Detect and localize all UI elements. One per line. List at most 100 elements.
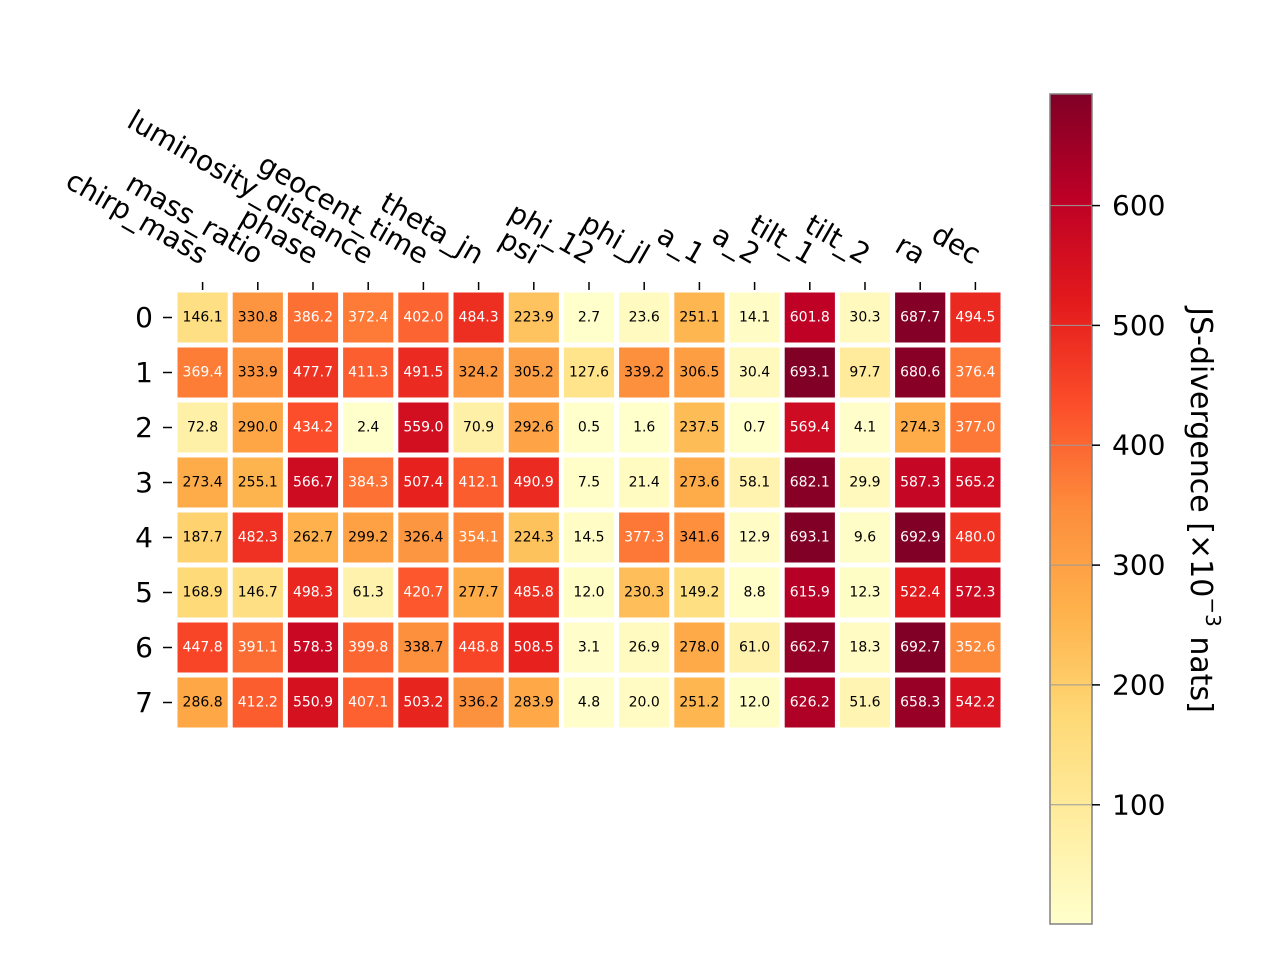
- heatmap-cell: [343, 567, 394, 618]
- cell-value-label: 572.3: [955, 585, 995, 601]
- cell-value-label: 565.2: [955, 475, 995, 491]
- heatmap-cell: [177, 622, 228, 673]
- heatmap-cell: [729, 457, 780, 508]
- colorbar-tick-label: 300: [1112, 549, 1165, 582]
- heatmap-cell: [343, 402, 394, 453]
- heatmap-cell: [950, 567, 1001, 618]
- heatmap-cell: [619, 347, 670, 398]
- cell-value-label: 407.1: [348, 695, 388, 711]
- cell-value-label: 601.8: [790, 310, 830, 326]
- cell-value-label: 662.7: [790, 640, 830, 656]
- heatmap-cell: [619, 457, 670, 508]
- heatmap-cell: [674, 622, 725, 673]
- cell-value-label: 542.2: [955, 695, 995, 711]
- cell-value-label: 273.6: [679, 475, 719, 491]
- cell-value-label: 12.0: [739, 695, 770, 711]
- cell-value-label: 376.4: [955, 365, 995, 381]
- heatmap-cell: [563, 512, 615, 563]
- cell-value-label: 339.2: [624, 365, 664, 381]
- cell-value-label: 693.1: [790, 530, 830, 546]
- cell-value-label: 290.0: [238, 420, 278, 436]
- heatmap-cell: [729, 567, 780, 618]
- cell-value-label: 341.6: [679, 530, 719, 546]
- cell-value-label: 420.7: [403, 585, 443, 601]
- cell-value-label: 30.4: [739, 365, 770, 381]
- colorbar-label: JS-divergence [×10−3 nats]: [1184, 305, 1226, 713]
- column-label: a_1: [651, 218, 710, 271]
- column-labels: chirp_massmass_ratiophaseluminosity_dist…: [60, 103, 986, 290]
- cell-value-label: 377.3: [624, 530, 664, 546]
- cell-value-label: 187.7: [183, 530, 223, 546]
- row-label: 0: [135, 301, 153, 334]
- heatmap-cell: [398, 347, 449, 398]
- cell-value-label: 305.2: [514, 365, 554, 381]
- cell-value-label: 412.2: [238, 695, 278, 711]
- cell-value-label: 693.1: [790, 365, 830, 381]
- heatmap-cell: [950, 622, 1001, 673]
- cell-value-label: 127.6: [569, 365, 609, 381]
- heatmap-cell: [619, 512, 670, 563]
- cell-value-label: 692.7: [900, 640, 940, 656]
- heatmap-cell: [563, 347, 615, 398]
- cell-value-label: 354.1: [459, 530, 499, 546]
- cell-value-label: 326.4: [403, 530, 443, 546]
- cell-value-label: 262.7: [293, 530, 333, 546]
- cell-value-label: 503.2: [403, 695, 443, 711]
- heatmap-cell: [895, 457, 946, 508]
- cell-value-label: 522.4: [900, 585, 940, 601]
- cell-value-label: 412.1: [459, 475, 499, 491]
- column-label: tilt_2: [799, 208, 876, 271]
- heatmap-cell: [177, 402, 228, 453]
- cell-value-label: 274.3: [900, 420, 940, 436]
- heatmap-cell: [950, 292, 1001, 343]
- cell-value-label: 447.8: [183, 640, 223, 656]
- cell-value-label: 14.5: [573, 530, 604, 546]
- heatmap-cell: [232, 567, 283, 618]
- cell-value-label: 9.6: [854, 530, 876, 546]
- heatmap-cell: [398, 622, 449, 673]
- heatmap-cell: [674, 457, 725, 508]
- cell-value-label: 434.2: [293, 420, 333, 436]
- heatmap-cell: [563, 402, 615, 453]
- cell-value-label: 498.3: [293, 585, 333, 601]
- heatmap-cell: [839, 402, 891, 453]
- cell-value-label: 251.2: [679, 695, 719, 711]
- heatmap-cell: [895, 292, 946, 343]
- cell-value-label: 578.3: [293, 640, 333, 656]
- cell-value-label: 306.5: [679, 365, 719, 381]
- cell-value-label: 72.8: [187, 420, 218, 436]
- heatmap-cell: [784, 677, 835, 728]
- cell-value-label: 286.8: [183, 695, 223, 711]
- heatmap-cell: [895, 622, 946, 673]
- cell-value-label: 386.2: [293, 310, 333, 326]
- heatmap-cell: [895, 567, 946, 618]
- cell-value-label: 615.9: [790, 585, 830, 601]
- heatmap-cell: [453, 512, 504, 563]
- heatmap-cell: [563, 567, 615, 618]
- cell-value-label: 18.3: [849, 640, 880, 656]
- cell-value-label: 70.9: [463, 420, 494, 436]
- cell-value-label: 7.5: [578, 475, 600, 491]
- heatmap-cell: [232, 347, 283, 398]
- cell-value-label: 559.0: [403, 420, 443, 436]
- colorbar-tick-label: 100: [1112, 788, 1165, 821]
- heatmap-cell: [619, 567, 670, 618]
- cell-value-label: 508.5: [514, 640, 554, 656]
- cell-value-label: 29.9: [849, 475, 880, 491]
- heatmap-cell: [674, 292, 725, 343]
- cell-value-label: 336.2: [459, 695, 499, 711]
- cell-value-label: 692.9: [900, 530, 940, 546]
- heatmap-cell: [839, 512, 891, 563]
- cell-value-label: 12.0: [573, 585, 604, 601]
- heatmap-cell: [343, 677, 394, 728]
- cell-value-label: 402.0: [403, 310, 443, 326]
- cell-value-label: 480.0: [955, 530, 995, 546]
- cell-value-label: 0.5: [578, 420, 600, 436]
- heatmap-cell: [508, 457, 559, 508]
- heatmap-cell: [453, 457, 504, 508]
- cell-value-label: 168.9: [183, 585, 223, 601]
- heatmap-cells: 146.1 330.8 386.2 372.4 402.0 484.3 223.9 2.7 23…: [177, 292, 1001, 728]
- heatmap-cell: [729, 292, 780, 343]
- heatmap-cell: [287, 457, 339, 508]
